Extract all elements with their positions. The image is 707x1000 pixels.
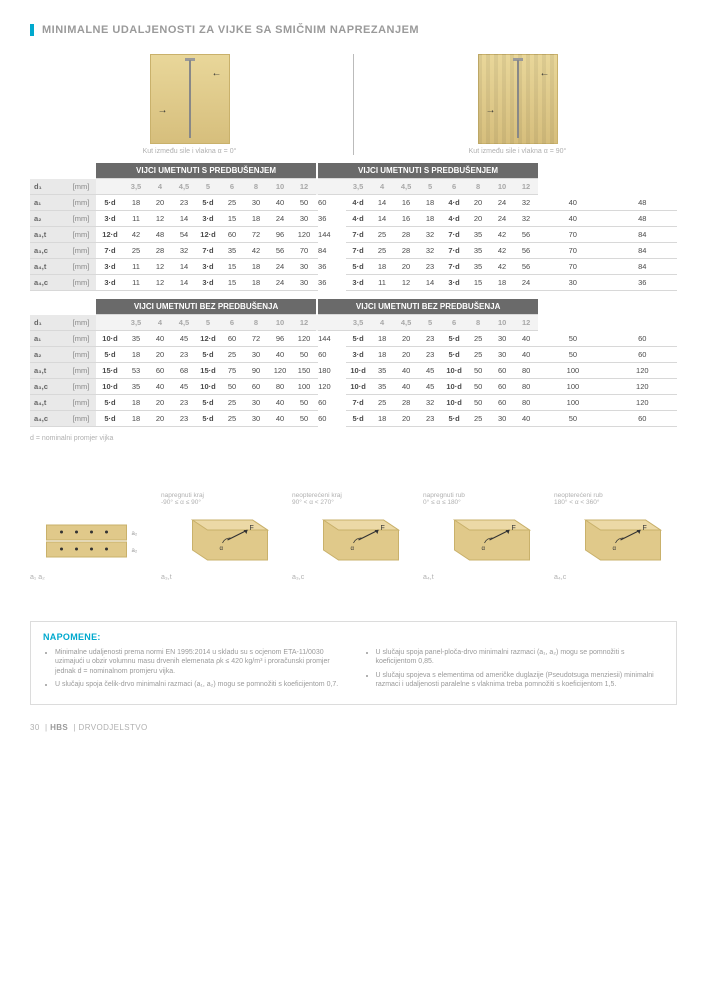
- diagram-sublabel: a₁ a₂: [30, 574, 153, 581]
- note-item: U slučaju spoja panel-ploča-drvo minimal…: [376, 648, 665, 667]
- page-title: MINIMALNE UDALJENOSTI ZA VIJKE SA SMIČNI…: [42, 24, 419, 36]
- title-marker: [30, 24, 34, 36]
- figure-left: ← → Kut između sile i vlakna α = 0°: [30, 54, 349, 155]
- notes-title: NAPOMENE:: [43, 632, 664, 642]
- table-no-predrill: VIJCI UMETNUTI BEZ PREDBUŠENJAVIJCI UMET…: [30, 299, 677, 427]
- table-row: a₂[mm]3·d1112143·d15182430364·d1416184·d…: [30, 211, 677, 227]
- diagram-caption: napregnuti kraj -90° ≤ α ≤ 90°: [161, 492, 284, 506]
- diagram-row: a₂ a₂ a₁ a₂ napregnuti kraj -90° ≤ α ≤ 90° F…: [30, 492, 677, 581]
- svg-text:F: F: [250, 525, 254, 532]
- diagram-svg: Fα: [554, 510, 677, 570]
- table-row: a₄,t[mm]5·d1820235·d25304050607·d2528321…: [30, 395, 677, 411]
- diagram-caption: neopterećeni kraj 90° < α < 270°: [292, 492, 415, 506]
- diagram-sublabel: a₃,c: [292, 574, 415, 581]
- page-footer: 30 | HBS | DRVODJELSTVO: [30, 723, 677, 732]
- diagram-cell: neopterećeni kraj 90° < α < 270° Fα a₃,c: [292, 492, 415, 581]
- diagram-svg: Fα: [161, 510, 284, 570]
- table-row: a₁[mm]5·d1820235·d25304050604·d1416184·d…: [30, 195, 677, 211]
- notes-col-right: U slučaju spoja panel-ploča-drvo minimal…: [364, 648, 665, 694]
- diagram-cell: a₂ a₂ a₁ a₂: [30, 492, 153, 581]
- title-bar: MINIMALNE UDALJENOSTI ZA VIJKE SA SMIČNI…: [30, 24, 677, 36]
- table-row: a₄,c[mm]3·d1112143·d15182430363·d1112143…: [30, 275, 677, 291]
- table-row: a₃,t[mm]15·d53606815·d759012015018010·d3…: [30, 363, 677, 379]
- diagram-caption: napregnuti rub 0° ≤ α ≤ 180°: [423, 492, 546, 506]
- diagram-cell: napregnuti rub 0° ≤ α ≤ 180° Fα a₄,t: [423, 492, 546, 581]
- table-row: a₂[mm]5·d1820235·d25304050603·d1820235·d…: [30, 347, 677, 363]
- arrow-left-icon: ←: [540, 68, 550, 79]
- arrow-left-icon: ←: [212, 68, 222, 79]
- figure-right: ← → Kut između sile i vlakna α = 90°: [358, 54, 677, 155]
- diagram-svg: Fα: [423, 510, 546, 570]
- fig-caption-right: Kut između sile i vlakna α = 90°: [358, 148, 677, 155]
- svg-text:α: α: [482, 546, 486, 552]
- figure-divider: [353, 54, 354, 155]
- table-row: a₃,t[mm]12·d42485412·d6072961201447·d252…: [30, 227, 677, 243]
- table-row: d₁[mm]3,544,556810123,544,55681012: [30, 179, 677, 195]
- arrow-right-icon: →: [158, 105, 168, 116]
- page: MINIMALNE UDALJENOSTI ZA VIJKE SA SMIČNI…: [0, 0, 707, 742]
- table-footnote: d = nominalni promjer vijka: [30, 435, 677, 442]
- fig-caption-left: Kut između sile i vlakna α = 0°: [30, 148, 349, 155]
- diagram-caption: [30, 492, 153, 506]
- table-row: a₁[mm]10·d35404512·d6072961201445·d18202…: [30, 331, 677, 347]
- svg-text:α: α: [613, 546, 617, 552]
- note-item: U slučaju spoja čelik-drvo minimalni raz…: [55, 680, 344, 689]
- diagram-sublabel: a₃,t: [161, 574, 284, 581]
- note-item: Minimalne udaljenosti prema normi EN 199…: [55, 648, 344, 676]
- svg-text:F: F: [643, 525, 647, 532]
- svg-text:F: F: [512, 525, 516, 532]
- diagram-cell: neopterećeni rub 180° < α < 360° Fα a₄,c: [554, 492, 677, 581]
- svg-text:a₂: a₂: [132, 531, 138, 537]
- diagram-caption: neopterećeni rub 180° < α < 360°: [554, 492, 677, 506]
- table-row: a₃,c[mm]10·d35404510·d50608010012010·d35…: [30, 379, 677, 395]
- note-item: U slučaju spojeva s elementima od američ…: [376, 671, 665, 690]
- table-row: a₄,t[mm]3·d1112143·d15182430365·d1820237…: [30, 259, 677, 275]
- diagram-svg: a₂ a₂: [30, 510, 153, 570]
- diagram-svg: Fα: [292, 510, 415, 570]
- table-row: d₁[mm]3,544,556810123,544,55681012: [30, 315, 677, 331]
- diagram-sublabel: a₄,t: [423, 574, 546, 581]
- page-number: 30: [30, 723, 40, 732]
- table-row: a₃,c[mm]7·d2528327·d35425670847·d2528327…: [30, 243, 677, 259]
- notes-box: NAPOMENE: Minimalne udaljenosti prema no…: [30, 621, 677, 705]
- diagram-cell: napregnuti kraj -90° ≤ α ≤ 90° Fα a₃,t: [161, 492, 284, 581]
- figure-row: ← → Kut između sile i vlakna α = 0° ← → …: [30, 54, 677, 155]
- diagram-sublabel: a₄,c: [554, 574, 677, 581]
- table-predrilled: VIJCI UMETNUTI S PREDBUŠENJEMVIJCI UMETN…: [30, 163, 677, 291]
- footer-section: DRVODJELSTVO: [79, 723, 148, 732]
- svg-text:F: F: [381, 525, 385, 532]
- arrow-right-icon: →: [486, 105, 496, 116]
- notes-col-left: Minimalne udaljenosti prema normi EN 199…: [43, 648, 344, 694]
- wood-90deg: ← →: [478, 54, 558, 144]
- table-row: a₄,c[mm]5·d1820235·d25304050605·d1820235…: [30, 411, 677, 427]
- svg-text:a₂: a₂: [132, 548, 138, 554]
- footer-code: HBS: [50, 723, 68, 732]
- wood-0deg: ← →: [150, 54, 230, 144]
- svg-text:α: α: [220, 546, 224, 552]
- svg-text:α: α: [351, 546, 355, 552]
